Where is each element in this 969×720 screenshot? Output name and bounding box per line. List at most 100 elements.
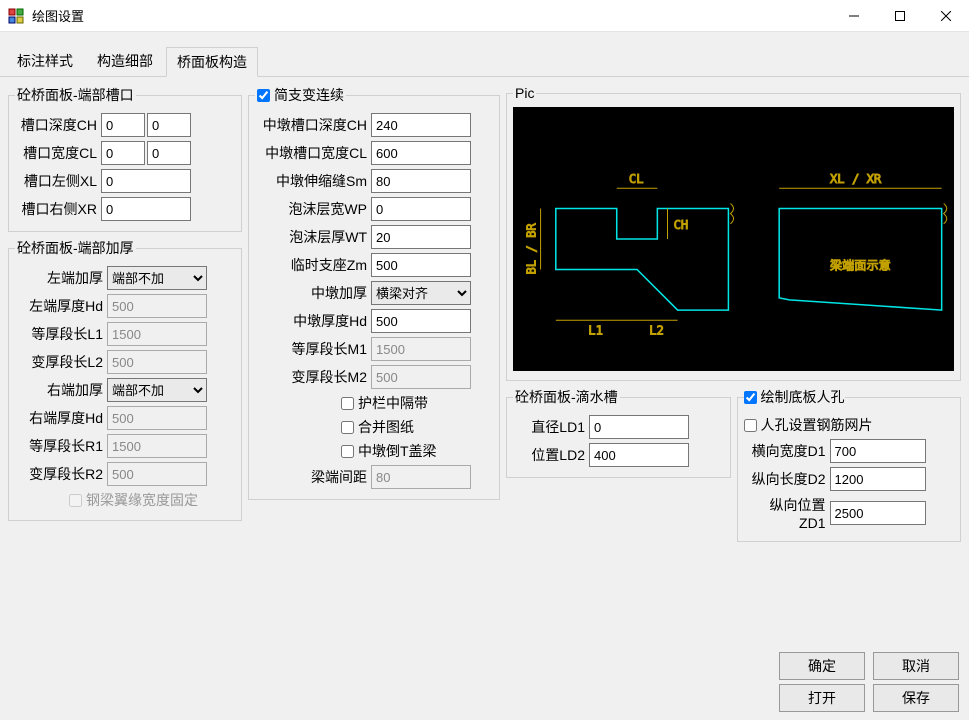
lbl-right-hd: 右端厚度Hd [15, 408, 107, 428]
titlebar: 绘图设置 [0, 0, 969, 32]
group-drip: 砼桥面板-滴水槽 直径LD1 位置LD2 [506, 387, 731, 478]
input-cl-b[interactable] [147, 141, 191, 165]
group-manhole: 绘制底板人孔 人孔设置钢筋网片 横向宽度D1 纵向长度D2 纵向位置ZD1 [737, 387, 962, 542]
lbl-ld2: 位置LD2 [513, 445, 589, 465]
input-end-gap [371, 465, 471, 489]
input-l2 [107, 350, 207, 374]
input-m1 [371, 337, 471, 361]
lbl-r1: 等厚段长R1 [15, 436, 107, 456]
lbl-l2: 变厚段长L2 [15, 352, 107, 372]
open-button[interactable]: 打开 [779, 684, 865, 712]
window: 绘图设置 标注样式 构造细部 桥面板构造 砼桥面板-端部槽口 槽口深度CH 槽口… [0, 0, 969, 720]
lbl-zd1: 纵向位置ZD1 [744, 495, 830, 531]
window-buttons [831, 0, 969, 32]
lbl-mid-ch: 中墩槽口深度CH [255, 115, 371, 135]
tab-deck-structure[interactable]: 桥面板构造 [166, 47, 258, 77]
group-end-slot: 砼桥面板-端部槽口 槽口深度CH 槽口宽度CL 槽口左侧XL 槽口右侧XR [8, 85, 242, 232]
input-mid-ch[interactable] [371, 113, 471, 137]
input-ld2[interactable] [589, 443, 689, 467]
input-zd1[interactable] [830, 501, 926, 525]
chk-merge-draw[interactable]: 合并图纸 [341, 417, 414, 437]
lbl-r2: 变厚段长R2 [15, 464, 107, 484]
lbl-xl: 槽口左侧XL [15, 171, 101, 191]
input-xl[interactable] [101, 169, 191, 193]
group-end-thicken-legend: 砼桥面板-端部加厚 [15, 238, 136, 258]
tab-bar: 标注样式 构造细部 桥面板构造 [0, 42, 969, 77]
input-zm[interactable] [371, 253, 471, 277]
svg-text:L1: L1 [588, 323, 603, 337]
window-title: 绘图设置 [32, 6, 831, 25]
select-right-thick[interactable]: 端部不加 [107, 378, 207, 402]
cancel-button[interactable]: 取消 [873, 652, 959, 680]
group-drip-legend: 砼桥面板-滴水槽 [513, 387, 620, 407]
svg-text:CH: CH [674, 218, 689, 232]
input-r2 [107, 462, 207, 486]
select-mid-thick[interactable]: 横梁对齐 [371, 281, 471, 305]
input-cl-a[interactable] [101, 141, 145, 165]
lbl-wt: 泡沫层厚WT [255, 227, 371, 247]
lbl-left-thick: 左端加厚 [15, 268, 107, 288]
svg-text:CL: CL [629, 172, 644, 186]
chk-mid-inv-t[interactable]: 中墩倒T盖梁 [341, 441, 437, 461]
chk-draw-bottom-hole[interactable]: 绘制底板人孔 [744, 387, 845, 407]
chk-guard-sep[interactable]: 护栏中隔带 [341, 393, 428, 413]
group-pic: Pic CL CH BL / BR L1 L2 XL / XR 梁端面示意 [506, 85, 961, 381]
lbl-xr: 槽口右侧XR [15, 199, 101, 219]
lbl-m2: 变厚段长M2 [255, 367, 371, 387]
lbl-end-gap: 梁端间距 [255, 467, 371, 487]
svg-text:梁端面示意: 梁端面示意 [830, 257, 891, 272]
input-left-hd [107, 294, 207, 318]
select-left-thick[interactable]: 端部不加 [107, 266, 207, 290]
chk-hole-mesh[interactable]: 人孔设置钢筋网片 [744, 415, 873, 435]
group-end-thicken: 砼桥面板-端部加厚 左端加厚 端部不加 左端厚度Hd 等厚段长L1 变厚段长L2… [8, 238, 242, 521]
pic-diagram: CL CH BL / BR L1 L2 XL / XR 梁端面示意 [513, 107, 954, 371]
lbl-l1: 等厚段长L1 [15, 324, 107, 344]
save-button[interactable]: 保存 [873, 684, 959, 712]
ok-button[interactable]: 确定 [779, 652, 865, 680]
lbl-mid-hd: 中墩厚度Hd [255, 311, 371, 331]
input-d1[interactable] [830, 439, 926, 463]
footer: 确定 取消 打开 保存 [0, 650, 969, 720]
close-button[interactable] [923, 0, 969, 32]
lbl-d1: 横向宽度D1 [744, 441, 830, 461]
input-d2[interactable] [830, 467, 926, 491]
lbl-mid-cl: 中墩槽口宽度CL [255, 143, 371, 163]
lbl-mid-thick: 中墩加厚 [255, 283, 371, 303]
group-end-slot-legend: 砼桥面板-端部槽口 [15, 85, 136, 105]
chk-simple-continuous[interactable]: 简支变连续 [257, 85, 344, 105]
input-wt[interactable] [371, 225, 471, 249]
tab-structure-detail[interactable]: 构造细部 [86, 46, 164, 76]
chk-flange-fixed: 钢梁翼缘宽度固定 [69, 490, 198, 510]
input-ch-a[interactable] [101, 113, 145, 137]
input-r1 [107, 434, 207, 458]
input-ld1[interactable] [589, 415, 689, 439]
input-wp[interactable] [371, 197, 471, 221]
lbl-zm: 临时支座Zm [255, 255, 371, 275]
svg-text:L2: L2 [649, 323, 664, 337]
svg-text:XL / XR: XL / XR [830, 172, 882, 186]
lbl-cl: 槽口宽度CL [15, 143, 101, 163]
app-icon [8, 8, 24, 24]
input-m2 [371, 365, 471, 389]
input-right-hd [107, 406, 207, 430]
pic-legend: Pic [513, 85, 536, 101]
lbl-wp: 泡沫层宽WP [255, 199, 371, 219]
input-sm[interactable] [371, 169, 471, 193]
input-mid-hd[interactable] [371, 309, 471, 333]
minimize-button[interactable] [831, 0, 877, 32]
lbl-sm: 中墩伸缩缝Sm [255, 171, 371, 191]
tab-annotation-style[interactable]: 标注样式 [6, 46, 84, 76]
maximize-button[interactable] [877, 0, 923, 32]
input-mid-cl[interactable] [371, 141, 471, 165]
input-ch-b[interactable] [147, 113, 191, 137]
lbl-right-thick: 右端加厚 [15, 380, 107, 400]
input-xr[interactable] [101, 197, 191, 221]
lbl-left-hd: 左端厚度Hd [15, 296, 107, 316]
lbl-ch: 槽口深度CH [15, 115, 101, 135]
lbl-ld1: 直径LD1 [513, 417, 589, 437]
svg-text:BL / BR: BL / BR [525, 223, 539, 275]
input-l1 [107, 322, 207, 346]
lbl-m1: 等厚段长M1 [255, 339, 371, 359]
group-simple-to-continuous: 简支变连续 中墩槽口深度CH 中墩槽口宽度CL 中墩伸缩缝Sm 泡沫层宽WP 泡… [248, 85, 500, 500]
lbl-d2: 纵向长度D2 [744, 469, 830, 489]
